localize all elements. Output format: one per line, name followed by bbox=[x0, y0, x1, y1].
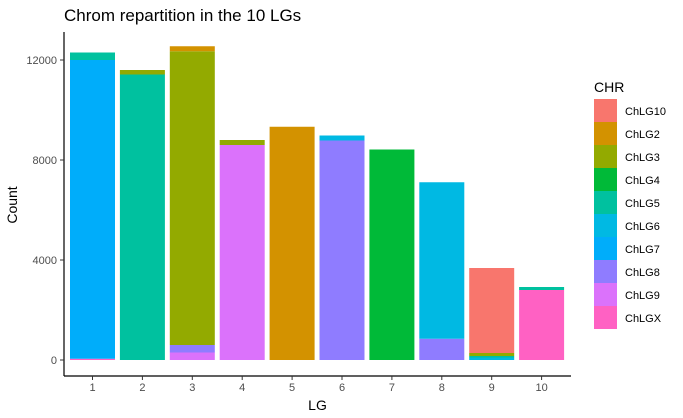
legend-key bbox=[594, 283, 617, 306]
y-tick-label: 12000 bbox=[26, 55, 57, 67]
bar-segment bbox=[70, 358, 115, 360]
bar-segment bbox=[119, 70, 165, 75]
legend-label: ChLG4 bbox=[625, 175, 660, 187]
bar-segment bbox=[419, 338, 465, 360]
x-tick-label: 5 bbox=[289, 382, 295, 394]
axes-layer: 0 4000 8000 12000 1 2 3 4 5 6 7 8 9 10 bbox=[26, 32, 571, 394]
legend-key bbox=[594, 214, 617, 237]
bar-segment bbox=[469, 268, 515, 353]
legend-label: ChLG7 bbox=[625, 244, 660, 256]
legend-key bbox=[594, 237, 617, 260]
bar-segment bbox=[219, 140, 265, 145]
bar-segment bbox=[169, 352, 215, 360]
legend-key bbox=[594, 191, 617, 214]
chart-title: Chrom repartition in the 10 LGs bbox=[64, 6, 301, 25]
bar-segment bbox=[169, 345, 215, 353]
y-tick-label: 4000 bbox=[33, 255, 57, 267]
legend-key bbox=[594, 122, 617, 145]
bar-segment bbox=[469, 356, 515, 358]
bar-segment bbox=[369, 149, 415, 360]
bar-segment bbox=[119, 74, 165, 360]
x-tick-label: 4 bbox=[239, 382, 245, 394]
bar-segment bbox=[269, 126, 315, 360]
bar-segment bbox=[519, 290, 565, 360]
legend-key bbox=[594, 168, 617, 191]
bar-segment bbox=[469, 357, 515, 360]
x-tick-label: 6 bbox=[339, 382, 345, 394]
legend-label: ChLG8 bbox=[625, 267, 660, 279]
x-tick-label: 1 bbox=[89, 382, 95, 394]
bar-segment bbox=[319, 135, 365, 141]
bar-segment bbox=[319, 140, 365, 360]
legend-label: ChLG9 bbox=[625, 290, 660, 302]
bar-segment bbox=[70, 60, 115, 359]
x-tick-label: 7 bbox=[389, 382, 395, 394]
legend-key bbox=[594, 260, 617, 283]
bar-segment bbox=[70, 52, 115, 60]
x-tick-label: 9 bbox=[489, 382, 495, 394]
legend-label: ChLG10 bbox=[625, 106, 666, 118]
legend: CHR ChLG10 ChLG2 ChLG3 ChLG4 ChLG5 ChLG6 ChLG7… bbox=[594, 79, 666, 329]
legend-label: ChLG3 bbox=[625, 152, 660, 164]
y-axis-title: Count bbox=[4, 186, 20, 223]
bar-segment bbox=[169, 46, 215, 52]
x-tick-label: 2 bbox=[139, 382, 145, 394]
y-tick-label: 0 bbox=[51, 355, 57, 367]
bar-segment bbox=[519, 287, 565, 290]
legend-label: ChLGX bbox=[625, 313, 662, 325]
bar-segment bbox=[469, 353, 515, 356]
bar-segment bbox=[419, 182, 465, 339]
bars-layer bbox=[70, 46, 565, 360]
y-tick-label: 8000 bbox=[33, 155, 57, 167]
legend-key bbox=[594, 99, 617, 122]
x-axis-title: LG bbox=[308, 397, 327, 413]
legend-key bbox=[594, 306, 617, 329]
bar-segment bbox=[169, 51, 215, 345]
legend-label: ChLG5 bbox=[625, 198, 660, 210]
legend-title: CHR bbox=[594, 79, 624, 95]
x-tick-label: 3 bbox=[189, 382, 195, 394]
legend-label: ChLG6 bbox=[625, 221, 660, 233]
x-tick-label: 10 bbox=[535, 382, 547, 394]
bar-segment bbox=[219, 145, 265, 360]
legend-key bbox=[594, 145, 617, 168]
legend-label: ChLG2 bbox=[625, 129, 660, 141]
x-tick-label: 8 bbox=[439, 382, 445, 394]
